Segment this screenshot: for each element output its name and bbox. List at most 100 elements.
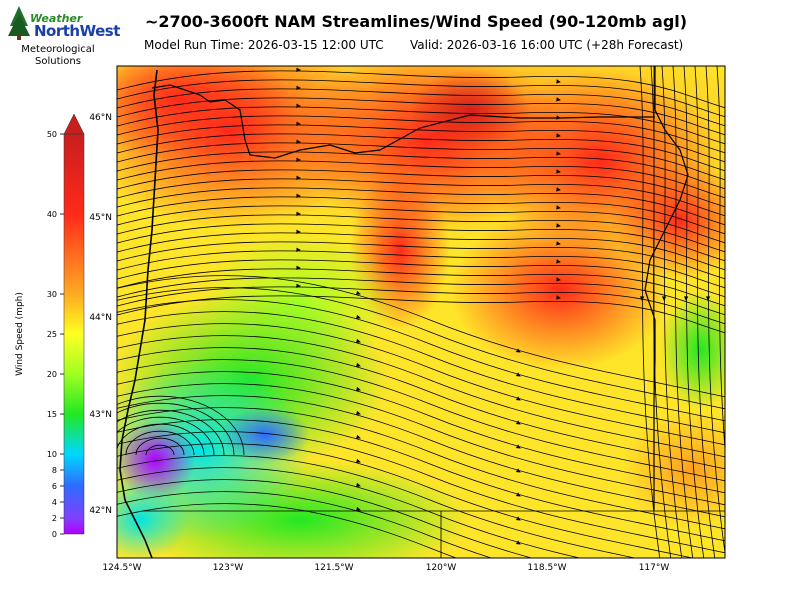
colorbar-tick-label: 10 — [47, 450, 57, 459]
lat-label: 45°N — [89, 213, 112, 223]
streamline-arrow — [515, 396, 521, 401]
streamline — [117, 431, 725, 554]
streamline — [117, 395, 725, 518]
streamline — [117, 347, 725, 470]
wind-speed-field — [117, 66, 725, 558]
streamline — [117, 277, 725, 316]
colorbar-tick-label: 4 — [52, 498, 57, 507]
streamline — [117, 106, 725, 145]
streamline-arrow — [556, 79, 561, 84]
streamline-arrow — [355, 410, 361, 415]
streamline — [117, 259, 725, 298]
colorbar-tick-label: 25 — [47, 330, 57, 339]
streamline — [117, 295, 725, 334]
streamline-arrow — [355, 314, 361, 319]
streamline — [117, 479, 534, 558]
streamline-arrow — [515, 372, 521, 377]
streamline — [661, 66, 683, 558]
streamline-arrow — [296, 157, 301, 163]
page-title: ~2700-3600ft NAM Streamlines/Wind Speed … — [144, 12, 688, 31]
streamline — [117, 299, 725, 422]
colorbar-tick-label: 8 — [52, 466, 57, 475]
streamline-arrow — [296, 103, 301, 109]
streamline — [117, 70, 725, 109]
streamline — [117, 151, 725, 190]
lon-label: 120°W — [426, 563, 457, 573]
streamline — [117, 467, 582, 558]
streamline — [117, 323, 725, 446]
streamline — [117, 419, 725, 542]
logo-brand-bottom: NorthWest — [34, 22, 120, 40]
streamline-arrow — [639, 296, 645, 301]
streamline — [117, 232, 725, 271]
columbia-river — [151, 84, 655, 159]
streamline-arrow — [515, 516, 521, 521]
streamline — [117, 371, 725, 494]
streamline-arrow — [556, 259, 561, 264]
streamline-arrow — [515, 348, 521, 353]
streamline — [117, 407, 725, 530]
streamline-arrow — [556, 187, 561, 192]
streamline — [117, 205, 725, 244]
streamline-arrow — [296, 211, 301, 217]
lat-label: 44°N — [89, 313, 112, 323]
tree-icon — [8, 6, 30, 40]
streamline — [117, 214, 725, 253]
lat-label: 46°N — [89, 113, 112, 123]
streamline-arrow — [355, 434, 361, 439]
streamline — [117, 311, 725, 434]
valid-time: Valid: 2026-03-16 16:00 UTC (+28h Foreca… — [410, 38, 684, 52]
streamline-arrow — [355, 458, 361, 463]
streamlines — [117, 66, 725, 568]
streamline — [117, 178, 725, 217]
colorbar-tick-label: 50 — [47, 130, 57, 139]
streamline — [117, 223, 725, 262]
streamline — [117, 287, 725, 410]
colorbar-tick-label: 2 — [52, 514, 57, 523]
streamline — [117, 383, 725, 506]
streamline — [117, 455, 637, 558]
colorbar-tick-label: 20 — [47, 370, 57, 379]
streamline — [705, 66, 725, 556]
streamline-arrow — [296, 193, 301, 199]
streamline — [145, 444, 175, 456]
streamline — [117, 142, 725, 181]
logo-line-2: Solutions — [35, 56, 81, 67]
streamline-arrow — [556, 295, 561, 300]
streamline-arrow — [296, 265, 301, 271]
streamline — [117, 241, 725, 280]
streamline-arrow — [355, 362, 361, 367]
streamline — [117, 187, 725, 226]
lon-label: 117°W — [639, 563, 670, 573]
streamline — [135, 437, 185, 456]
streamline — [639, 66, 661, 558]
streamline — [117, 443, 695, 558]
colorbar-label: Wind Speed (mph) — [15, 292, 25, 376]
streamline-arrow — [515, 468, 521, 473]
streamline-arrow — [515, 444, 521, 449]
lon-label: 121.5°W — [314, 563, 353, 573]
streamline — [117, 491, 493, 558]
streamline-arrow — [515, 540, 521, 545]
streamline-arrow — [355, 338, 361, 343]
colorbar-bar — [63, 133, 85, 535]
streamline — [117, 79, 725, 118]
streamline — [683, 66, 705, 558]
streamline-arrow — [296, 229, 301, 235]
streamline-arrow — [296, 247, 301, 253]
streamline-arrow — [556, 205, 561, 210]
streamline-arrow — [556, 241, 561, 246]
map-frame — [116, 65, 726, 559]
streamline — [117, 423, 205, 456]
colorbar-tick-label: 6 — [52, 482, 57, 491]
streamline-arrow — [517, 565, 521, 568]
streamline-arrow — [556, 169, 561, 174]
streamline-arrow — [296, 139, 301, 145]
streamline — [117, 115, 725, 154]
streamline-arrow — [515, 420, 521, 425]
lat-label: 43°N — [89, 410, 112, 420]
streamline-arrow — [296, 85, 301, 91]
streamline — [672, 66, 694, 558]
lon-label: 123°W — [213, 563, 244, 573]
